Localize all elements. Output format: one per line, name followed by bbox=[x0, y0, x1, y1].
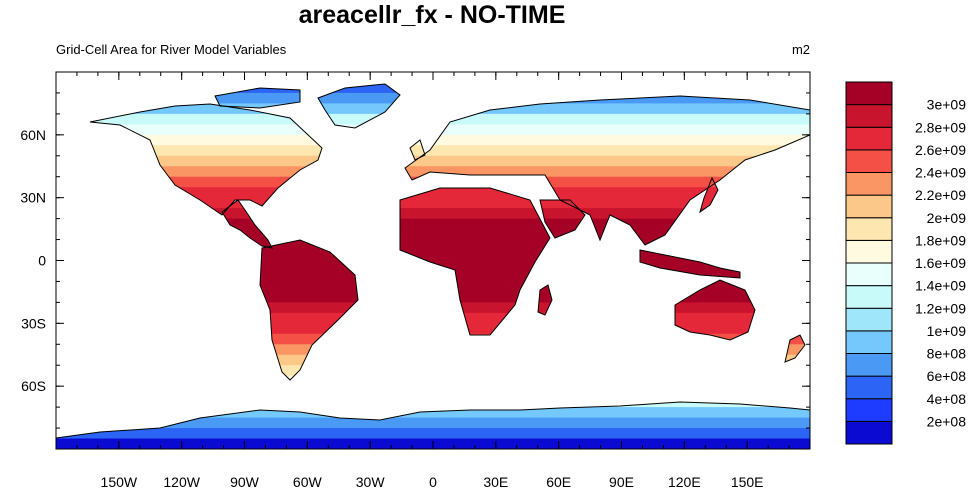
x-tick-label: 120W bbox=[163, 474, 200, 490]
lat-band bbox=[56, 208, 810, 220]
lat-band bbox=[56, 124, 810, 136]
y-tick-label: 60N bbox=[20, 127, 46, 143]
colorbar-label: 2e+08 bbox=[927, 413, 967, 429]
y-tick-label: 30N bbox=[20, 190, 46, 206]
colorbar: 2e+08 4e+08 6e+08 8e+08 1e+09 1.2e+09 1.4e+09 1… bbox=[845, 81, 967, 445]
x-tick-label: 150W bbox=[101, 474, 138, 490]
colorbar-box bbox=[845, 126, 893, 151]
lat-band bbox=[56, 365, 810, 377]
colorbar-label: 6e+08 bbox=[927, 368, 967, 384]
x-tick-label: 60W bbox=[293, 474, 323, 490]
y-tick-label: 60S bbox=[21, 378, 46, 394]
lat-band bbox=[56, 197, 810, 209]
lat-band bbox=[56, 218, 810, 230]
colorbar-box bbox=[845, 375, 893, 400]
colorbar-box bbox=[845, 149, 893, 173]
x-tick-label: 90E bbox=[609, 474, 634, 490]
x-tick-label: 150E bbox=[731, 474, 764, 490]
lat-band bbox=[56, 260, 810, 272]
lat-band bbox=[56, 407, 810, 419]
colorbar-box bbox=[845, 307, 893, 332]
units-label: m2 bbox=[791, 42, 810, 57]
lat-band bbox=[56, 84, 810, 94]
lat-band bbox=[56, 113, 810, 125]
colorbar-box bbox=[845, 353, 893, 377]
lat-band bbox=[56, 155, 810, 167]
colorbar-label: 8e+08 bbox=[927, 346, 967, 362]
lat-band bbox=[56, 187, 810, 199]
colorbar-box bbox=[845, 262, 893, 287]
lat-band bbox=[56, 312, 810, 324]
lat-band bbox=[56, 239, 810, 251]
colorbar-label: 1.2e+09 bbox=[915, 300, 966, 316]
lat-band bbox=[56, 428, 810, 440]
colorbar-label: 2.2e+09 bbox=[915, 187, 966, 203]
x-tick-label: 90W bbox=[230, 474, 260, 490]
colorbar-box bbox=[845, 285, 893, 309]
x-tick-label: 0 bbox=[429, 474, 437, 490]
colorbar-label: 1.4e+09 bbox=[915, 278, 966, 294]
lat-band bbox=[56, 250, 810, 261]
lat-band bbox=[56, 344, 810, 356]
chart-title: areacellr_fx - NO-TIME bbox=[298, 1, 566, 29]
lat-band bbox=[56, 270, 810, 282]
lat-band bbox=[56, 145, 810, 157]
colorbar-label: 3e+09 bbox=[927, 97, 967, 113]
colorbar-box bbox=[845, 81, 893, 106]
y-tick-label: 30S bbox=[21, 315, 46, 331]
coastlines bbox=[56, 83, 810, 439]
colorbar-box bbox=[845, 420, 893, 445]
colorbar-label: 1.8e+09 bbox=[915, 232, 966, 248]
lat-band bbox=[56, 176, 810, 188]
colorbar-box bbox=[845, 398, 893, 422]
axis-ticks bbox=[56, 72, 810, 449]
lat-band bbox=[56, 302, 810, 314]
x-tick-label: 60E bbox=[546, 474, 571, 490]
lat-band bbox=[56, 417, 810, 429]
colorbar-box bbox=[845, 330, 893, 354]
lat-band bbox=[56, 92, 810, 104]
colorbar-box bbox=[845, 239, 893, 264]
lat-band bbox=[56, 134, 810, 146]
lat-band bbox=[56, 333, 810, 345]
colorbar-label: 2.4e+09 bbox=[915, 165, 966, 181]
colorbar-label: 2.8e+09 bbox=[915, 119, 966, 135]
lat-band bbox=[56, 281, 810, 293]
x-tick-label: 30E bbox=[483, 474, 508, 490]
lat-band bbox=[56, 386, 810, 398]
colorbar-box bbox=[845, 194, 893, 219]
lat-band bbox=[56, 229, 810, 241]
x-tick-label: 120E bbox=[668, 474, 701, 490]
lat-band bbox=[56, 103, 810, 115]
colorbar-label: 1.6e+09 bbox=[915, 255, 966, 271]
colorbar-box bbox=[845, 172, 893, 196]
x-tick-label: 30W bbox=[356, 474, 386, 490]
axis-tick-labels: 150W 120W 90W 60W 30W 0 30E 60E 90E 120E 150E 60N 30… bbox=[20, 127, 763, 490]
y-tick-label: 0 bbox=[38, 253, 46, 269]
colorbar-label: 4e+08 bbox=[927, 391, 967, 407]
colorbar-label: 1e+09 bbox=[927, 323, 967, 339]
lat-band bbox=[56, 354, 810, 366]
colorbar-label: 2.6e+09 bbox=[915, 142, 966, 158]
colorbar-label: 2e+09 bbox=[927, 210, 967, 226]
chart-subtitle: Grid-Cell Area for River Model Variables bbox=[56, 42, 287, 57]
lat-band bbox=[56, 291, 810, 303]
colorbar-box bbox=[845, 217, 893, 241]
lat-band bbox=[56, 375, 810, 387]
colorbar-box bbox=[845, 104, 893, 128]
area-bands bbox=[56, 84, 810, 449]
